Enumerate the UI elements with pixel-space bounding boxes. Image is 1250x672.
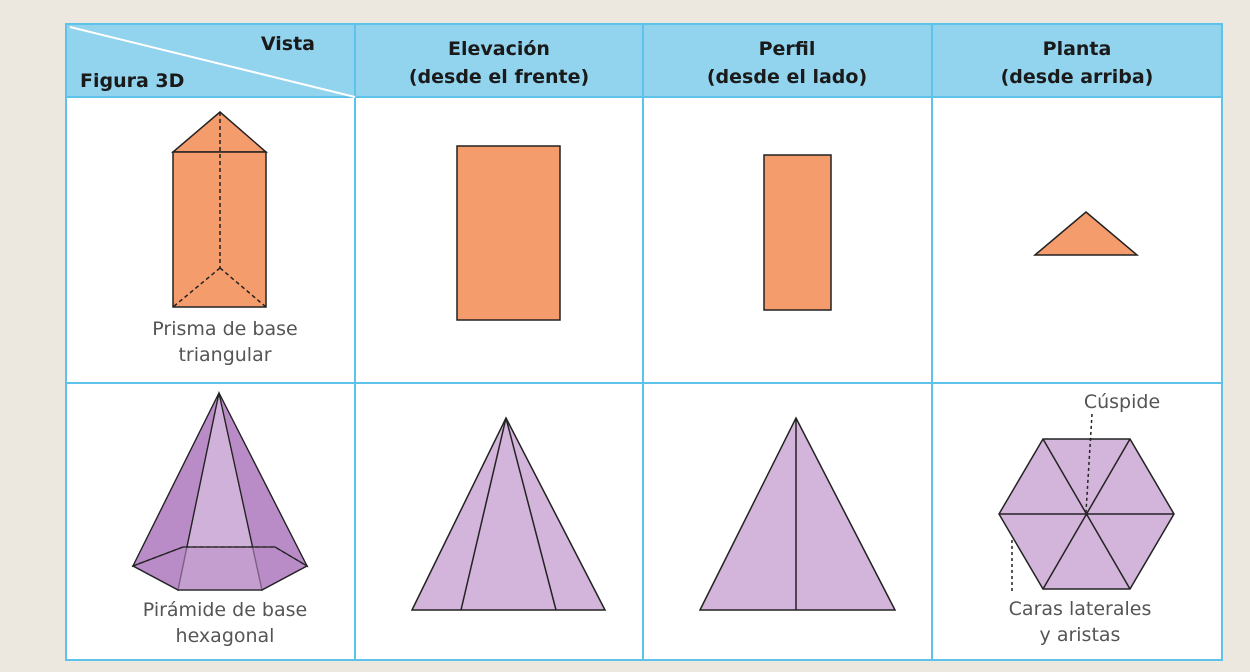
col-subtitle: (desde el lado) xyxy=(707,66,867,88)
figure-label: hexagonal xyxy=(176,625,275,647)
grid xyxy=(65,23,1223,661)
prism-profile xyxy=(763,154,832,311)
col-title: Planta xyxy=(1043,38,1112,60)
pyramid-plan xyxy=(998,413,1175,592)
prism-elevation xyxy=(456,145,561,321)
figure-label: triangular xyxy=(178,344,271,366)
pyramid xyxy=(131,390,309,591)
figure-label: Prisma de base xyxy=(152,318,297,340)
annotation: y aristas xyxy=(1040,624,1121,646)
pyramid-elevation xyxy=(410,416,607,611)
pyramid-profile xyxy=(698,416,897,611)
corner-top: Vista xyxy=(261,33,315,55)
annotation: Cúspide xyxy=(1084,391,1160,413)
corner-diagonal xyxy=(69,26,356,98)
prism-plan xyxy=(1032,211,1140,256)
corner-bottom: Figura 3D xyxy=(80,70,184,92)
col-title: Elevación xyxy=(448,38,550,60)
col-subtitle: (desde arriba) xyxy=(1001,66,1154,88)
annotation: Caras laterales xyxy=(1009,598,1152,620)
figure-label: Pirámide de base xyxy=(143,599,307,621)
col-subtitle: (desde el frente) xyxy=(409,66,589,88)
col-title: Perfil xyxy=(759,38,816,60)
prism xyxy=(170,111,269,308)
